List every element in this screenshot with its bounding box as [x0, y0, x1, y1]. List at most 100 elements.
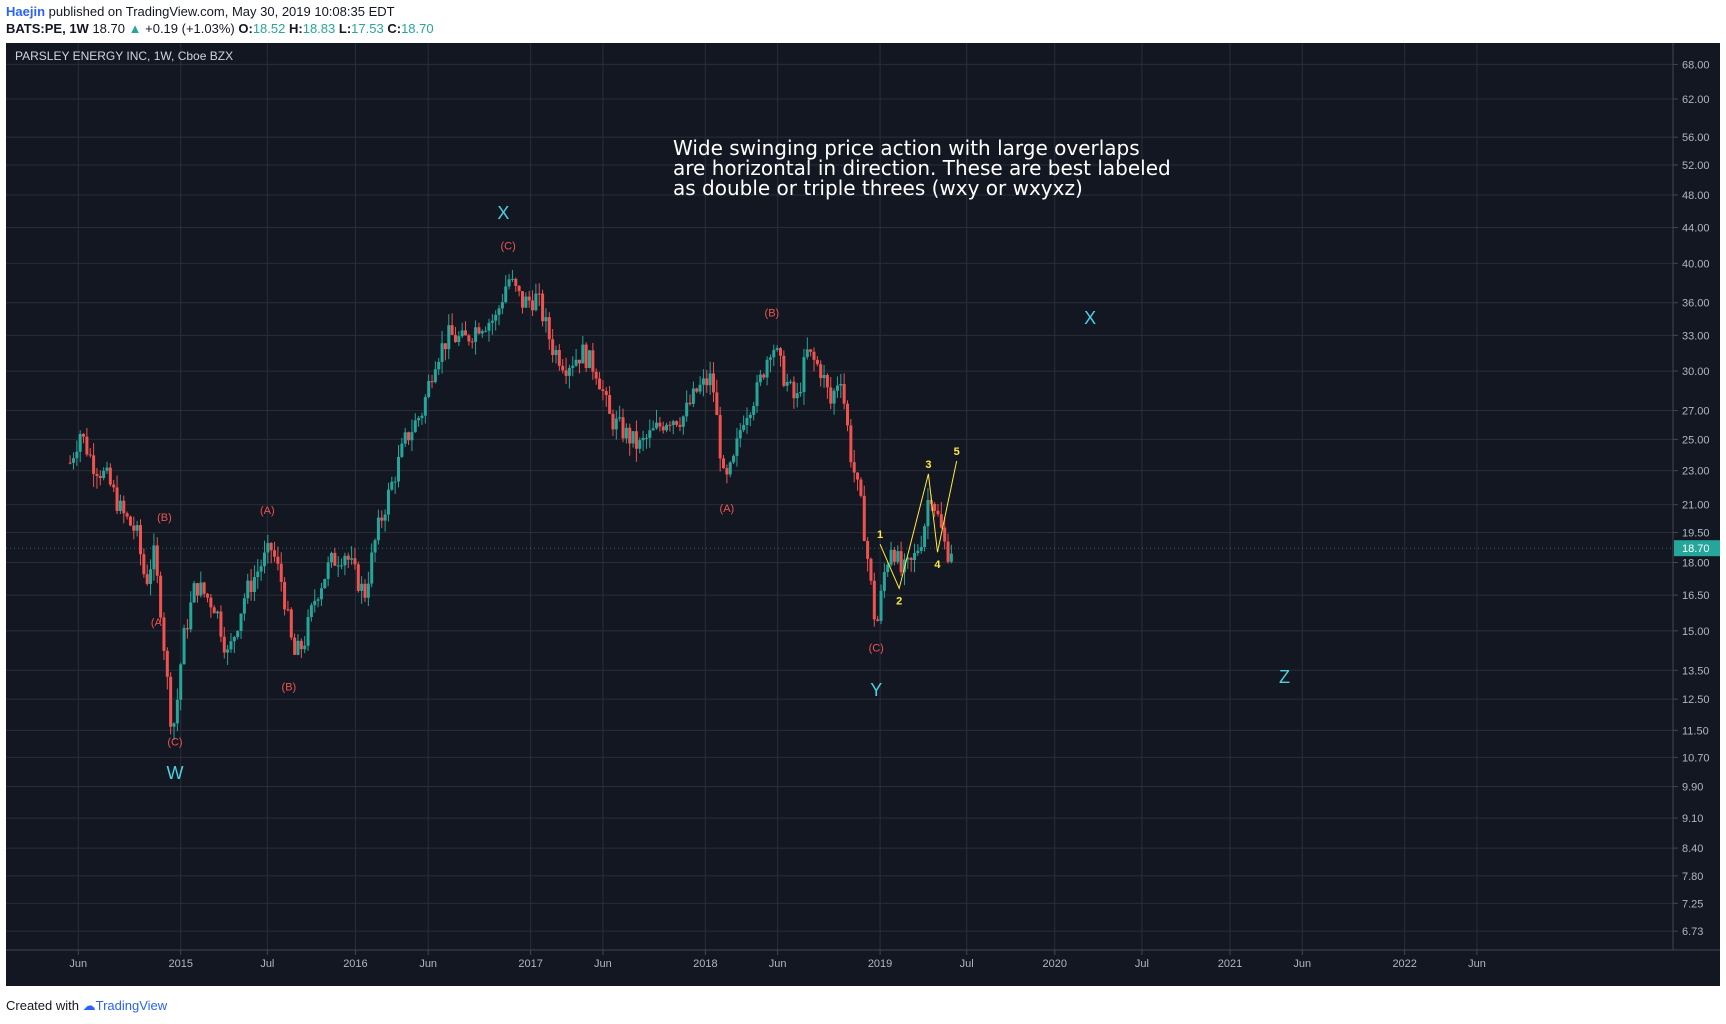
candle-body: [397, 456, 401, 482]
y-tick-label: 7.25: [1682, 898, 1703, 910]
candle-body: [108, 467, 112, 485]
candle-body: [437, 361, 441, 370]
y-tick-label: 6.73: [1682, 926, 1703, 938]
candle-body: [705, 378, 709, 386]
candle-body: [584, 344, 588, 369]
candle-body: [316, 599, 320, 601]
y-tick-label: 12.50: [1682, 694, 1710, 706]
candle-body: [407, 432, 411, 441]
y-tick-label: 56.00: [1682, 132, 1710, 144]
candle-body: [366, 583, 370, 598]
up-arrow-icon: ▲: [128, 21, 142, 36]
candle-body: [634, 431, 638, 449]
candlestick-series: [68, 269, 953, 740]
candle-body: [115, 487, 119, 511]
price-chart[interactable]: 1 2 3 4 5 (A) (B) (C) W (A) (B) (C) X (A) (B) (C) Y X Z P…: [6, 43, 1720, 986]
candle-body: [732, 455, 736, 463]
candle-body: [510, 278, 514, 280]
candle-body: [296, 640, 300, 655]
candle-body: [239, 613, 243, 631]
impulse-wave-label: 2: [896, 595, 902, 607]
candle-body: [216, 611, 220, 614]
price-axis[interactable]: 68.00 62.00 56.00 52.00 48.00 44.00 40.00 36.00…: [1673, 59, 1710, 938]
candle-body: [323, 578, 327, 589]
candle-body: [132, 525, 136, 531]
candle-body: [789, 381, 793, 383]
candle-body: [350, 558, 354, 560]
candle-body: [209, 597, 213, 608]
x-tick-label: 2018: [693, 958, 717, 970]
candle-body: [839, 383, 843, 386]
x-tick-label: Jun: [69, 958, 87, 970]
candle-body: [554, 350, 558, 356]
y-tick-label: 9.10: [1682, 813, 1703, 825]
candle-body: [279, 563, 283, 582]
candle-body: [413, 420, 417, 433]
candle-body: [477, 327, 481, 334]
candle-body: [946, 541, 950, 562]
x-tick-label: Jul: [960, 958, 974, 970]
candle-body: [125, 513, 129, 517]
candle-body: [494, 314, 498, 321]
y-tick-label: 8.40: [1682, 843, 1703, 855]
candle-body: [923, 526, 927, 548]
candle-body: [474, 327, 478, 342]
candle-body: [919, 547, 923, 551]
tradingview-brand-link[interactable]: TradingView: [95, 998, 168, 1013]
last-price-tag-label: 18.70: [1682, 543, 1710, 555]
candle-body: [363, 583, 367, 598]
candle-body: [118, 500, 122, 511]
chart-frame[interactable]: 1 2 3 4 5 (A) (B) (C) W (A) (B) (C) X (A) (B) (C) Y X Z P…: [6, 43, 1720, 986]
candle-body: [484, 330, 488, 332]
candle-body: [159, 575, 163, 618]
time-axis[interactable]: Jun 2015 Jul 2016 Jun 2017 Jun 2018 Jun 2019 Jul 20…: [69, 950, 1486, 970]
candle-body: [340, 565, 344, 567]
candle-body: [708, 373, 712, 386]
candle-body: [447, 325, 451, 350]
y-tick-label: 9.90: [1682, 782, 1703, 794]
minor-wave-label: (A): [720, 503, 735, 515]
candle-body: [303, 645, 307, 650]
candle-body: [815, 359, 819, 365]
candle-body: [487, 322, 491, 331]
candle-body: [309, 605, 313, 618]
candle-body: [299, 640, 303, 650]
candle-body: [782, 355, 786, 386]
candle-body: [95, 473, 99, 476]
candle-body: [698, 384, 702, 392]
annotation-line: are horizontal in direction. These are b…: [673, 156, 1171, 180]
candle-body: [92, 455, 96, 474]
candle-body: [383, 514, 387, 521]
candle-body: [701, 378, 705, 385]
author-link[interactable]: Haejin: [6, 4, 46, 19]
candle-body: [524, 296, 528, 308]
candle-body: [758, 374, 762, 383]
candle-body: [152, 545, 156, 570]
price-change: +0.19 (+1.03%): [145, 21, 235, 36]
candle-body: [195, 583, 199, 596]
y-tick-label: 11.50: [1682, 725, 1709, 737]
candle-body: [500, 302, 504, 309]
candle-body: [450, 325, 454, 335]
candle-body: [846, 403, 850, 426]
minor-wave-label: (C): [869, 642, 884, 654]
y-tick-label: 62.00: [1682, 94, 1710, 106]
candle-body: [567, 367, 571, 376]
x-tick-label: 2022: [1392, 958, 1416, 970]
candle-body: [812, 351, 816, 360]
candle-body: [916, 550, 920, 554]
candle-body: [276, 556, 280, 564]
x-tick-label: 2019: [868, 958, 892, 970]
candle-body: [832, 390, 836, 404]
major-wave-label: X: [1084, 308, 1096, 328]
candle-body: [889, 549, 893, 565]
candle-body: [105, 467, 109, 471]
x-tick-label: 2020: [1043, 958, 1067, 970]
tradingview-logo-icon[interactable]: ☁: [82, 998, 96, 1013]
candle-body: [644, 437, 648, 439]
annotation-line: Wide swinging price action with large ov…: [673, 136, 1140, 160]
candle-body: [906, 557, 910, 560]
candle-body: [537, 293, 541, 295]
minor-wave-label: (B): [282, 681, 297, 693]
y-tick-label: 44.00: [1682, 223, 1710, 235]
